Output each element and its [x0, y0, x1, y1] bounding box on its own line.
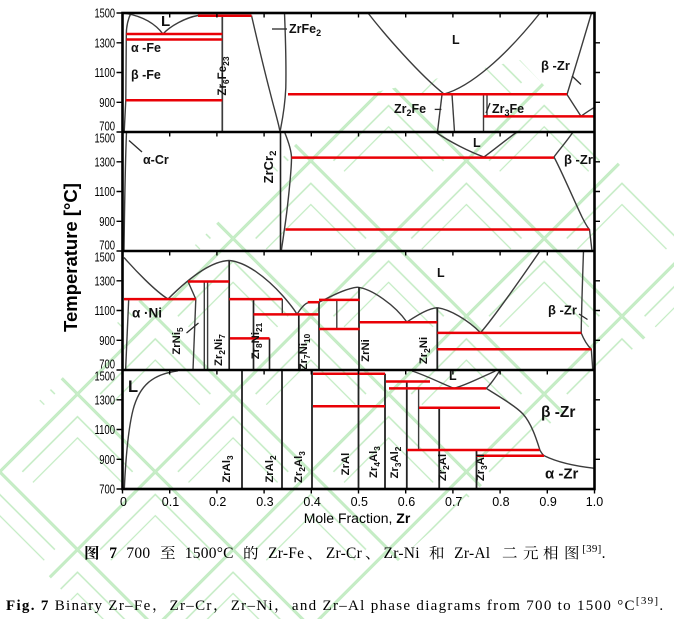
svg-text:1300: 1300 — [95, 393, 116, 407]
svg-text:0.8: 0.8 — [492, 495, 509, 509]
svg-text:1500: 1500 — [95, 132, 116, 146]
svg-text:Zr8Ni21: Zr8Ni21 — [250, 322, 264, 359]
svg-text:L: L — [449, 369, 457, 383]
svg-text:Mole Fraction, Zr: Mole Fraction, Zr — [304, 510, 411, 526]
svg-text:ZrCr2: ZrCr2 — [261, 151, 279, 184]
svg-text:α-Cr: α-Cr — [143, 153, 169, 167]
svg-text:Zr2Fe: Zr2Fe — [394, 102, 426, 118]
svg-text:0.2: 0.2 — [209, 495, 226, 509]
svg-text:0.4: 0.4 — [303, 495, 320, 509]
svg-text:β -Zr: β -Zr — [548, 303, 577, 318]
svg-text:Zr7Ni10: Zr7Ni10 — [298, 333, 312, 370]
svg-text:700: 700 — [99, 120, 115, 134]
svg-text:700: 700 — [99, 483, 115, 497]
svg-text:700: 700 — [99, 239, 115, 253]
svg-text:900: 900 — [99, 334, 115, 348]
svg-text:L: L — [161, 13, 170, 30]
svg-text:Zr2Ni: Zr2Ni — [418, 337, 432, 364]
svg-text:1100: 1100 — [95, 185, 116, 199]
svg-text:β -Zr: β -Zr — [541, 58, 570, 73]
svg-text:0.5: 0.5 — [351, 495, 368, 509]
svg-text:1300: 1300 — [95, 155, 116, 169]
svg-text:Zr2Al: Zr2Al — [437, 454, 451, 481]
svg-text:1100: 1100 — [95, 66, 116, 80]
svg-text:α -Zr: α -Zr — [545, 466, 579, 483]
svg-text:700: 700 — [99, 358, 115, 372]
svg-text:ZrFe2: ZrFe2 — [289, 22, 321, 38]
svg-text:0.3: 0.3 — [256, 495, 273, 509]
svg-text:1500: 1500 — [95, 7, 116, 21]
svg-text:Zr2Ni7: Zr2Ni7 — [213, 334, 227, 366]
svg-text:Zr3Al2: Zr3Al2 — [389, 446, 403, 478]
svg-text:ZrNi5: ZrNi5 — [171, 327, 185, 355]
svg-text:1100: 1100 — [95, 304, 116, 318]
svg-text:Zr3Fe: Zr3Fe — [492, 102, 524, 118]
svg-text:L: L — [437, 266, 445, 280]
svg-text:β -Zr: β -Zr — [564, 152, 593, 167]
svg-text:β -Zr: β -Zr — [541, 404, 575, 421]
svg-text:900: 900 — [99, 453, 115, 467]
svg-text:0.6: 0.6 — [398, 495, 415, 509]
svg-text:1.0: 1.0 — [586, 495, 603, 509]
svg-text:1100: 1100 — [95, 423, 116, 437]
svg-text:ZrNi: ZrNi — [360, 339, 372, 362]
svg-text:α ·Ni: α ·Ni — [132, 306, 162, 321]
svg-text:ZrAl3: ZrAl3 — [221, 455, 235, 483]
svg-text:L: L — [452, 33, 460, 47]
svg-text:Zr2Al3: Zr2Al3 — [293, 451, 307, 483]
svg-text:1500: 1500 — [95, 251, 116, 265]
svg-text:Temperature [°C]: Temperature [°C] — [60, 183, 81, 332]
svg-text:900: 900 — [99, 96, 115, 110]
svg-text:Zr4Al3: Zr4Al3 — [368, 446, 382, 478]
svg-text:0.1: 0.1 — [162, 495, 179, 509]
svg-text:Zr3Al: Zr3Al — [475, 454, 489, 481]
svg-text:α -Fe: α -Fe — [131, 41, 161, 55]
svg-text:L: L — [128, 378, 138, 396]
svg-text:Zr6Fe23: Zr6Fe23 — [217, 56, 231, 95]
svg-text:900: 900 — [99, 215, 115, 229]
svg-text:0.7: 0.7 — [445, 495, 462, 509]
svg-text:ZrAl2: ZrAl2 — [264, 455, 278, 483]
svg-text:0.9: 0.9 — [539, 495, 556, 509]
svg-text:β -Fe: β -Fe — [131, 68, 161, 82]
svg-text:1300: 1300 — [95, 274, 116, 288]
svg-text:0: 0 — [120, 495, 127, 509]
svg-text:L: L — [473, 136, 481, 150]
svg-text:1300: 1300 — [95, 36, 116, 50]
svg-text:ZrAl: ZrAl — [340, 453, 352, 476]
svg-text:1500: 1500 — [95, 370, 116, 384]
